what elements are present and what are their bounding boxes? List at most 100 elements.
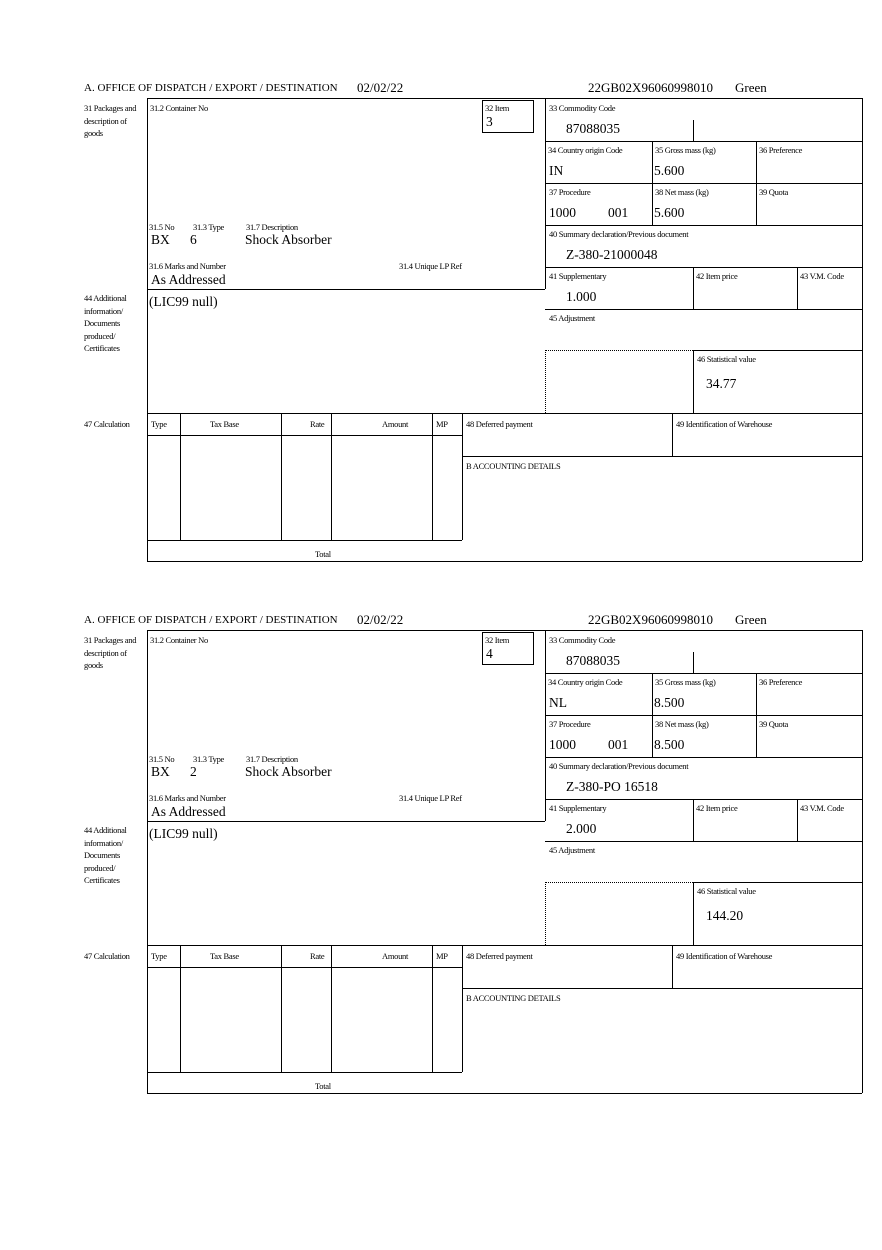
rule [147, 1072, 462, 1073]
rule [545, 350, 546, 413]
package-type: BX [151, 232, 170, 247]
rule [147, 967, 462, 968]
container-no-label: 31.2 Container No [150, 103, 208, 113]
supplementary-units: 1.000 [566, 289, 597, 304]
rule [862, 630, 863, 1093]
procedure-code: 1000 [549, 737, 576, 752]
item-price-label: 42 Item price [696, 271, 738, 281]
rule [432, 945, 433, 1072]
calc-mp-header: MP [436, 419, 448, 429]
calc-type-header: Type [151, 419, 167, 429]
rule [545, 225, 862, 226]
rule [331, 945, 332, 1072]
adjustment-label: 45 Adjustment [549, 313, 595, 323]
rule [693, 882, 862, 883]
rule [862, 98, 863, 561]
rule [147, 630, 148, 1093]
rule [693, 799, 694, 841]
vm-code-label: 43 V.M. Code [800, 271, 844, 281]
rule [147, 1093, 862, 1094]
rule [331, 413, 332, 540]
rule [693, 882, 694, 945]
rule [281, 413, 282, 540]
goods-description: Shock Absorber [245, 232, 332, 247]
item-number-box [482, 632, 534, 665]
net-mass: 8.500 [654, 737, 685, 752]
rule [545, 757, 862, 758]
container-no-label: 31.2 Container No [150, 635, 208, 645]
quota-label: 39 Quota [759, 187, 788, 197]
net-mass: 5.600 [654, 205, 685, 220]
field-31-label: 31 Packages and description of goods [84, 103, 137, 138]
rule [462, 413, 463, 540]
commodity-code: 87088035 [566, 653, 620, 668]
rule [672, 945, 673, 988]
accounting-details-label: B ACCOUNTING DETAILS [466, 993, 561, 1003]
commodity-code: 87088035 [566, 121, 620, 136]
rule [147, 413, 862, 414]
rule [756, 141, 757, 225]
country-origin-label: 34 Country origin Code [548, 677, 623, 687]
declaration-date: 02/02/22 [357, 612, 404, 627]
calc-rate-header: Rate [310, 951, 325, 961]
rule [180, 413, 181, 540]
previous-document: Z-380-21000048 [566, 247, 658, 262]
declaration-item-block: A. OFFICE OF DISPATCH / EXPORT / DESTINA… [0, 80, 882, 562]
calc-rate-header: Rate [310, 419, 325, 429]
rule [545, 309, 862, 310]
rule [147, 821, 545, 822]
field-31-label: 31 Packages and description of goods [84, 635, 137, 670]
package-count: 6 [190, 232, 197, 247]
calc-taxbase-header: Tax Base [210, 419, 239, 429]
procedure-label: 37 Procedure [549, 719, 591, 729]
rule [545, 715, 862, 716]
commodity-code-label: 33 Commodity Code [549, 635, 616, 645]
calc-total-label: Total [315, 549, 331, 559]
office-label: A. OFFICE OF DISPATCH / EXPORT / DESTINA… [84, 614, 338, 626]
statistical-value: 34.77 [706, 376, 737, 391]
marks-value: As Addressed [151, 804, 226, 819]
description-label: 31.7 Description [246, 222, 298, 232]
deferred-payment-label: 48 Deferred payment [466, 951, 533, 961]
gross-mass: 5.600 [654, 163, 685, 178]
goods-description: Shock Absorber [245, 764, 332, 779]
rule [545, 841, 862, 842]
supplementary-label: 41 Supplementary [549, 803, 607, 813]
item-price-label: 42 Item price [696, 803, 738, 813]
rule [693, 350, 862, 351]
rule [693, 120, 694, 141]
supplementary-units: 2.000 [566, 821, 597, 836]
rule [797, 799, 798, 841]
rule [672, 413, 673, 456]
field-47-label: 47 Calculation [84, 951, 130, 961]
net-mass-label: 38 Net mass (kg) [655, 719, 709, 729]
preference-label: 36 Preference [759, 677, 803, 687]
declaration-reference: 22GB02X96060998010 [588, 612, 713, 627]
quota-label: 39 Quota [759, 719, 788, 729]
procedure-additional: 001 [608, 737, 629, 752]
commodity-code-label: 33 Commodity Code [549, 103, 616, 113]
route-colour: Green [735, 612, 767, 627]
rule [652, 141, 653, 225]
country-origin: NL [549, 695, 567, 710]
rule [545, 141, 862, 142]
preference-label: 36 Preference [759, 145, 803, 155]
rule [545, 882, 546, 945]
field-44-label: 44 Additional information/ Documents pro… [84, 293, 127, 353]
rule [147, 540, 462, 541]
gross-mass-label: 35 Gross mass (kg) [655, 145, 716, 155]
rule [147, 630, 862, 631]
rule [147, 435, 462, 436]
rule [147, 289, 545, 290]
rule [693, 267, 694, 309]
item-label: 32 Item [485, 635, 510, 645]
marks-value: As Addressed [151, 272, 226, 287]
description-label: 31.7 Description [246, 754, 298, 764]
calc-amount-header: Amount [382, 951, 409, 961]
package-no-label: 31.5 No [149, 754, 175, 764]
rule [432, 413, 433, 540]
supplementary-label: 41 Supplementary [549, 271, 607, 281]
item-label: 32 Item [485, 103, 510, 113]
calc-total-label: Total [315, 1081, 331, 1091]
